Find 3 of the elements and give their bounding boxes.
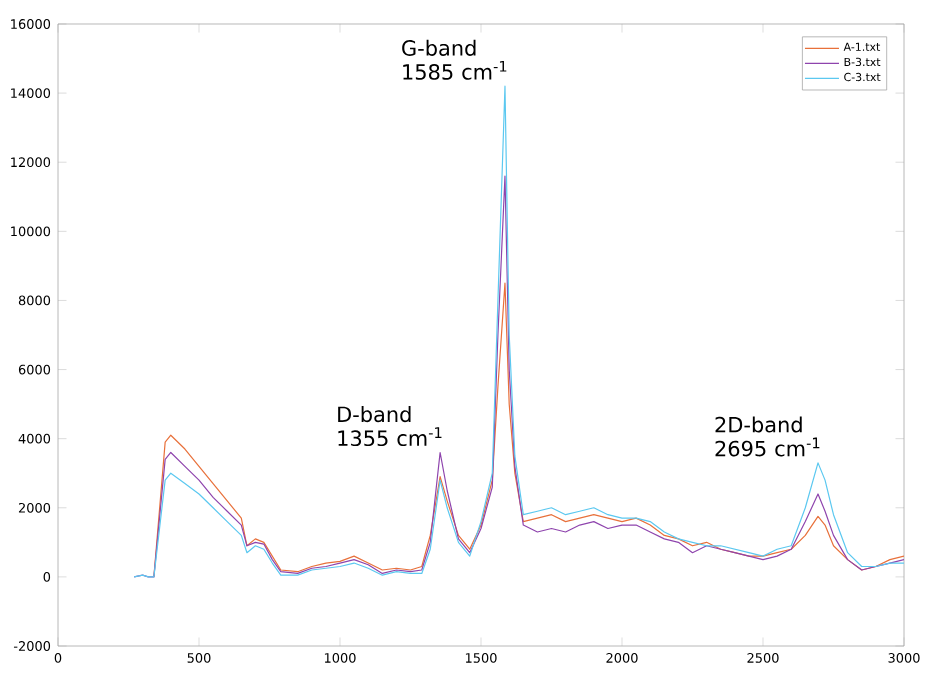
- annotation: D-band 1355 cm$^{-1}$: [338, 406, 442, 447]
- annotation: G-band 1585 cm$^{-1}$: [402, 39, 507, 80]
- annotation: 2D-band 2695 cm$^{-1}$: [715, 416, 820, 457]
